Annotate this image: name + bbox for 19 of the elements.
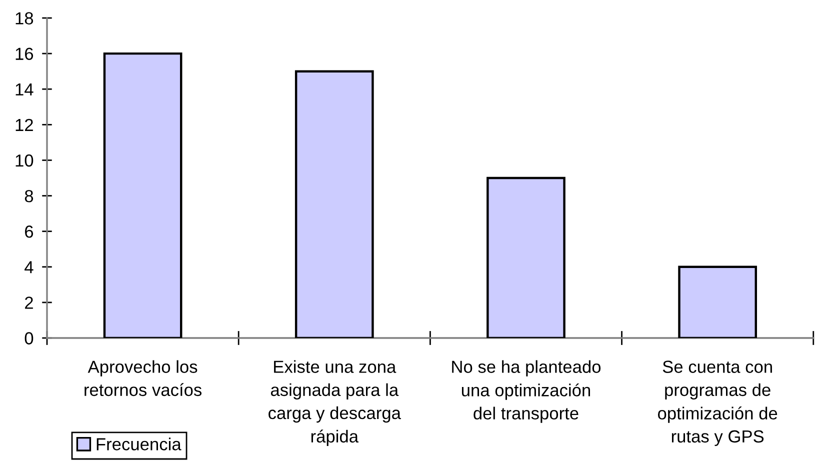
x-tick-label: Existe una zona asignada para la carga y descarga rápida: [268, 360, 401, 446]
bar: [486, 176, 566, 338]
y-tick-label: 4: [24, 261, 34, 274]
bar: [103, 52, 182, 338]
y-tick-label: 0: [24, 332, 34, 344]
y-tick-label: 12: [16, 118, 33, 131]
y-tick-label: 10: [16, 154, 34, 167]
bar: [294, 70, 374, 338]
y-tick-label: 2: [25, 296, 33, 309]
y-tick-label: 6: [25, 226, 34, 238]
x-tick-label: No se ha planteado una optimización del transporte: [452, 360, 601, 423]
y-tick-label: 16: [16, 48, 34, 60]
y-tick-label: 18: [16, 12, 34, 24]
x-tick-label: Se cuenta con programas de optimización de rutas y GPS: [658, 360, 778, 446]
bar: [678, 266, 757, 338]
legend-label: Frecuencia: [96, 438, 182, 450]
y-tick-label: 14: [16, 83, 34, 96]
x-tick-label: Aprovecho los retornos vacíos: [84, 360, 202, 396]
y-tick-label: 8: [24, 190, 34, 202]
